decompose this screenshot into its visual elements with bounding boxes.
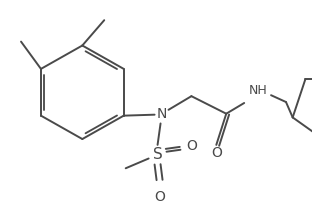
Text: O: O xyxy=(154,191,165,205)
Text: O: O xyxy=(211,146,222,160)
Text: O: O xyxy=(186,139,197,153)
Text: S: S xyxy=(153,147,162,162)
Text: N: N xyxy=(156,107,167,121)
Text: NH: NH xyxy=(249,84,268,97)
